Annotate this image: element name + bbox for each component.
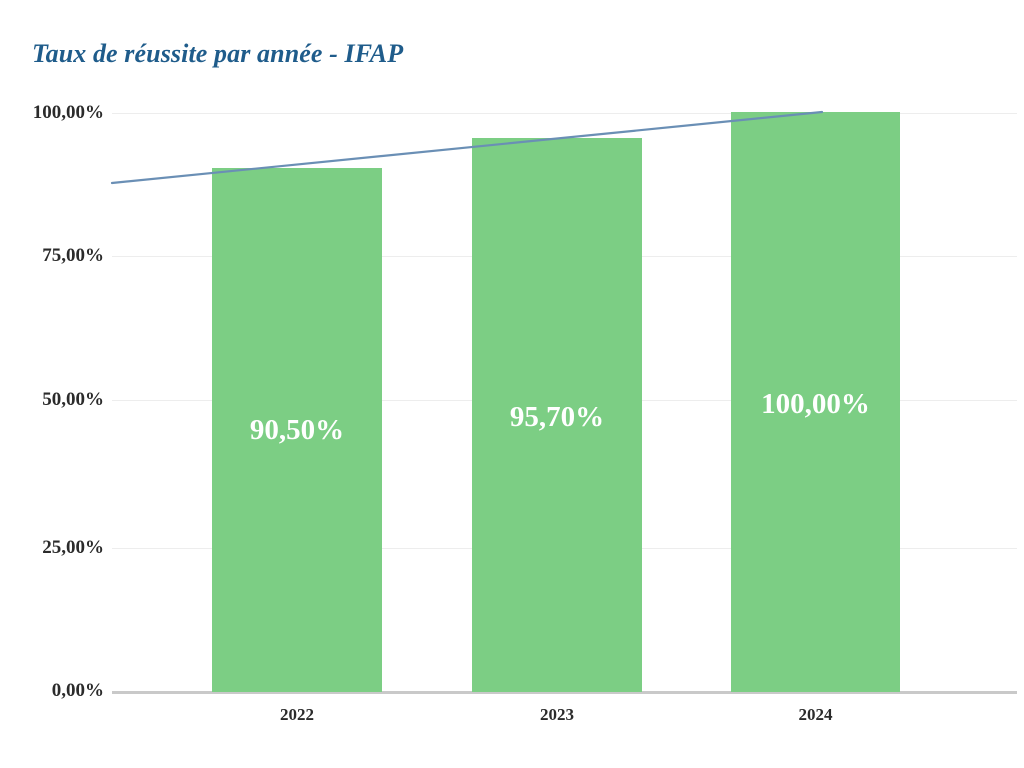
- bar-value-label-2024: 100,00%: [761, 388, 870, 420]
- bar-2023[interactable]: 95,70%: [472, 138, 642, 692]
- y-tick-label-50: 50,00%: [42, 389, 104, 410]
- y-tick-label-25: 25,00%: [42, 537, 104, 558]
- x-tick-label-2024: 2024: [798, 705, 833, 724]
- bar-value-label-2023: 95,70%: [509, 401, 605, 433]
- chart-title: Taux de réussite par année - IFAP: [32, 39, 404, 68]
- y-tick-label-0: 0,00%: [51, 680, 104, 701]
- y-axis-labels: 100,00% 75,00% 50,00% 25,00% 0,00%: [0, 0, 104, 768]
- bar-2022[interactable]: 90,50%: [212, 168, 382, 692]
- bar-value-label-2022: 90,50%: [249, 414, 345, 446]
- x-tick-label-2023: 2023: [540, 705, 574, 724]
- x-tick-label-2022: 2022: [280, 705, 314, 724]
- y-tick-label-100: 100,00%: [32, 102, 104, 123]
- bar-2024[interactable]: 100,00%: [731, 112, 900, 692]
- y-tick-label-75: 75,00%: [42, 245, 104, 266]
- x-axis-line: [112, 691, 1017, 694]
